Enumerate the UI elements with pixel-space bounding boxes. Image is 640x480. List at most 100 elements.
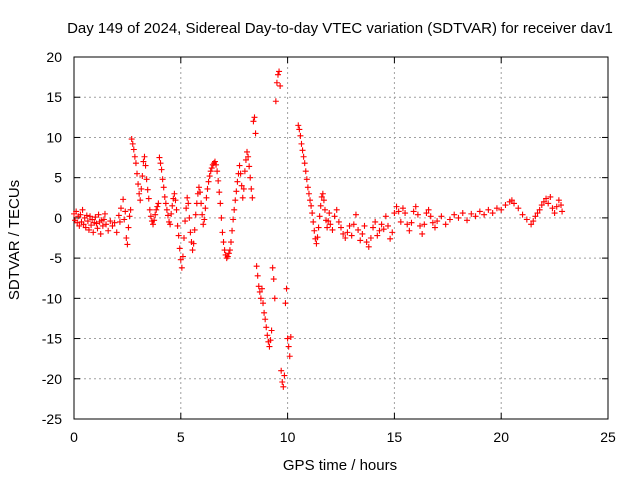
data-point: [195, 184, 202, 191]
data-point: [226, 247, 233, 254]
data-point: [192, 211, 199, 218]
data-point: [404, 221, 411, 228]
data-point: [171, 190, 178, 197]
data-point: [135, 181, 142, 188]
data-point: [198, 200, 205, 207]
data-point: [285, 343, 292, 350]
data-point: [237, 170, 244, 177]
data-point: [204, 185, 211, 192]
data-point: [431, 224, 438, 231]
y-tick-label: 20: [46, 49, 62, 65]
data-point: [113, 229, 120, 236]
data-point: [367, 235, 374, 241]
data-point: [84, 218, 91, 225]
data-point: [184, 194, 191, 201]
data-point: [515, 205, 522, 212]
data-point: [229, 227, 236, 234]
data-point: [74, 219, 81, 226]
data-point: [254, 272, 261, 279]
data-point: [123, 235, 130, 241]
data-point: [238, 182, 245, 189]
data-point: [419, 230, 426, 237]
data-point: [203, 194, 210, 201]
data-point: [230, 216, 237, 223]
data-point: [227, 239, 234, 246]
data-point: [242, 156, 249, 163]
data-point: [327, 221, 334, 228]
data-point: [278, 367, 285, 374]
data-point: [498, 206, 505, 213]
data-point: [298, 140, 305, 147]
data-point: [376, 227, 383, 234]
data-point: [197, 189, 204, 196]
data-point: [245, 153, 252, 160]
y-tick-label: -15: [42, 331, 62, 347]
axis-ticks: [73, 56, 609, 420]
data-point: [140, 158, 147, 165]
data-point: [200, 221, 207, 228]
data-point: [174, 222, 181, 229]
data-point: [129, 140, 136, 147]
data-point: [253, 263, 260, 270]
data-point: [117, 205, 124, 212]
data-point: [161, 193, 168, 200]
data-point: [183, 205, 190, 212]
data-point: [271, 295, 278, 302]
data-point: [142, 162, 149, 169]
data-point: [218, 214, 225, 221]
data-point: [414, 211, 421, 218]
y-axis-label: SDTVAR / TECUs: [6, 180, 23, 300]
data-point: [152, 211, 159, 218]
data-point: [333, 206, 340, 213]
data-point: [267, 337, 274, 344]
data-point: [185, 200, 192, 207]
data-point: [147, 213, 154, 220]
data-point: [144, 186, 151, 193]
x-tick-label: 0: [70, 429, 78, 445]
data-point: [442, 221, 449, 228]
data-point: [88, 222, 95, 229]
data-point: [146, 206, 153, 213]
data-point: [269, 264, 276, 271]
data-point: [90, 229, 97, 236]
data-point: [370, 224, 377, 231]
data-point: [485, 206, 492, 213]
data-point: [231, 206, 238, 213]
x-tick-label: 25: [600, 429, 616, 445]
data-point: [250, 118, 257, 125]
data-point: [502, 202, 509, 209]
data-point: [244, 148, 251, 155]
data-point: [201, 216, 208, 223]
data-point: [105, 227, 112, 234]
data-point: [528, 221, 535, 228]
data-point: [295, 122, 302, 129]
data-point: [157, 160, 164, 167]
data-point: [325, 218, 332, 225]
data-point: [382, 213, 389, 220]
data-point: [136, 190, 143, 197]
data-point: [281, 372, 288, 379]
y-tick-label: -25: [42, 411, 62, 427]
data-point: [300, 153, 307, 160]
data-point: [77, 211, 84, 218]
y-tick-label: 5: [54, 170, 62, 186]
data-point: [94, 225, 101, 232]
data-point: [155, 200, 162, 207]
data-point: [540, 198, 547, 205]
data-point: [320, 197, 327, 204]
data-point: [315, 224, 322, 231]
data-point: [299, 147, 306, 154]
grid: [74, 57, 608, 419]
data-point: [205, 178, 212, 185]
data-point: [221, 247, 228, 254]
data-point: [73, 208, 80, 215]
data-point: [538, 202, 545, 209]
data-point: [270, 276, 277, 283]
data-point: [384, 222, 391, 229]
data-point: [163, 206, 170, 213]
data-point: [489, 210, 496, 217]
data-point: [313, 240, 320, 247]
data-point: [287, 333, 294, 340]
data-point: [248, 185, 255, 192]
data-point: [260, 300, 267, 307]
